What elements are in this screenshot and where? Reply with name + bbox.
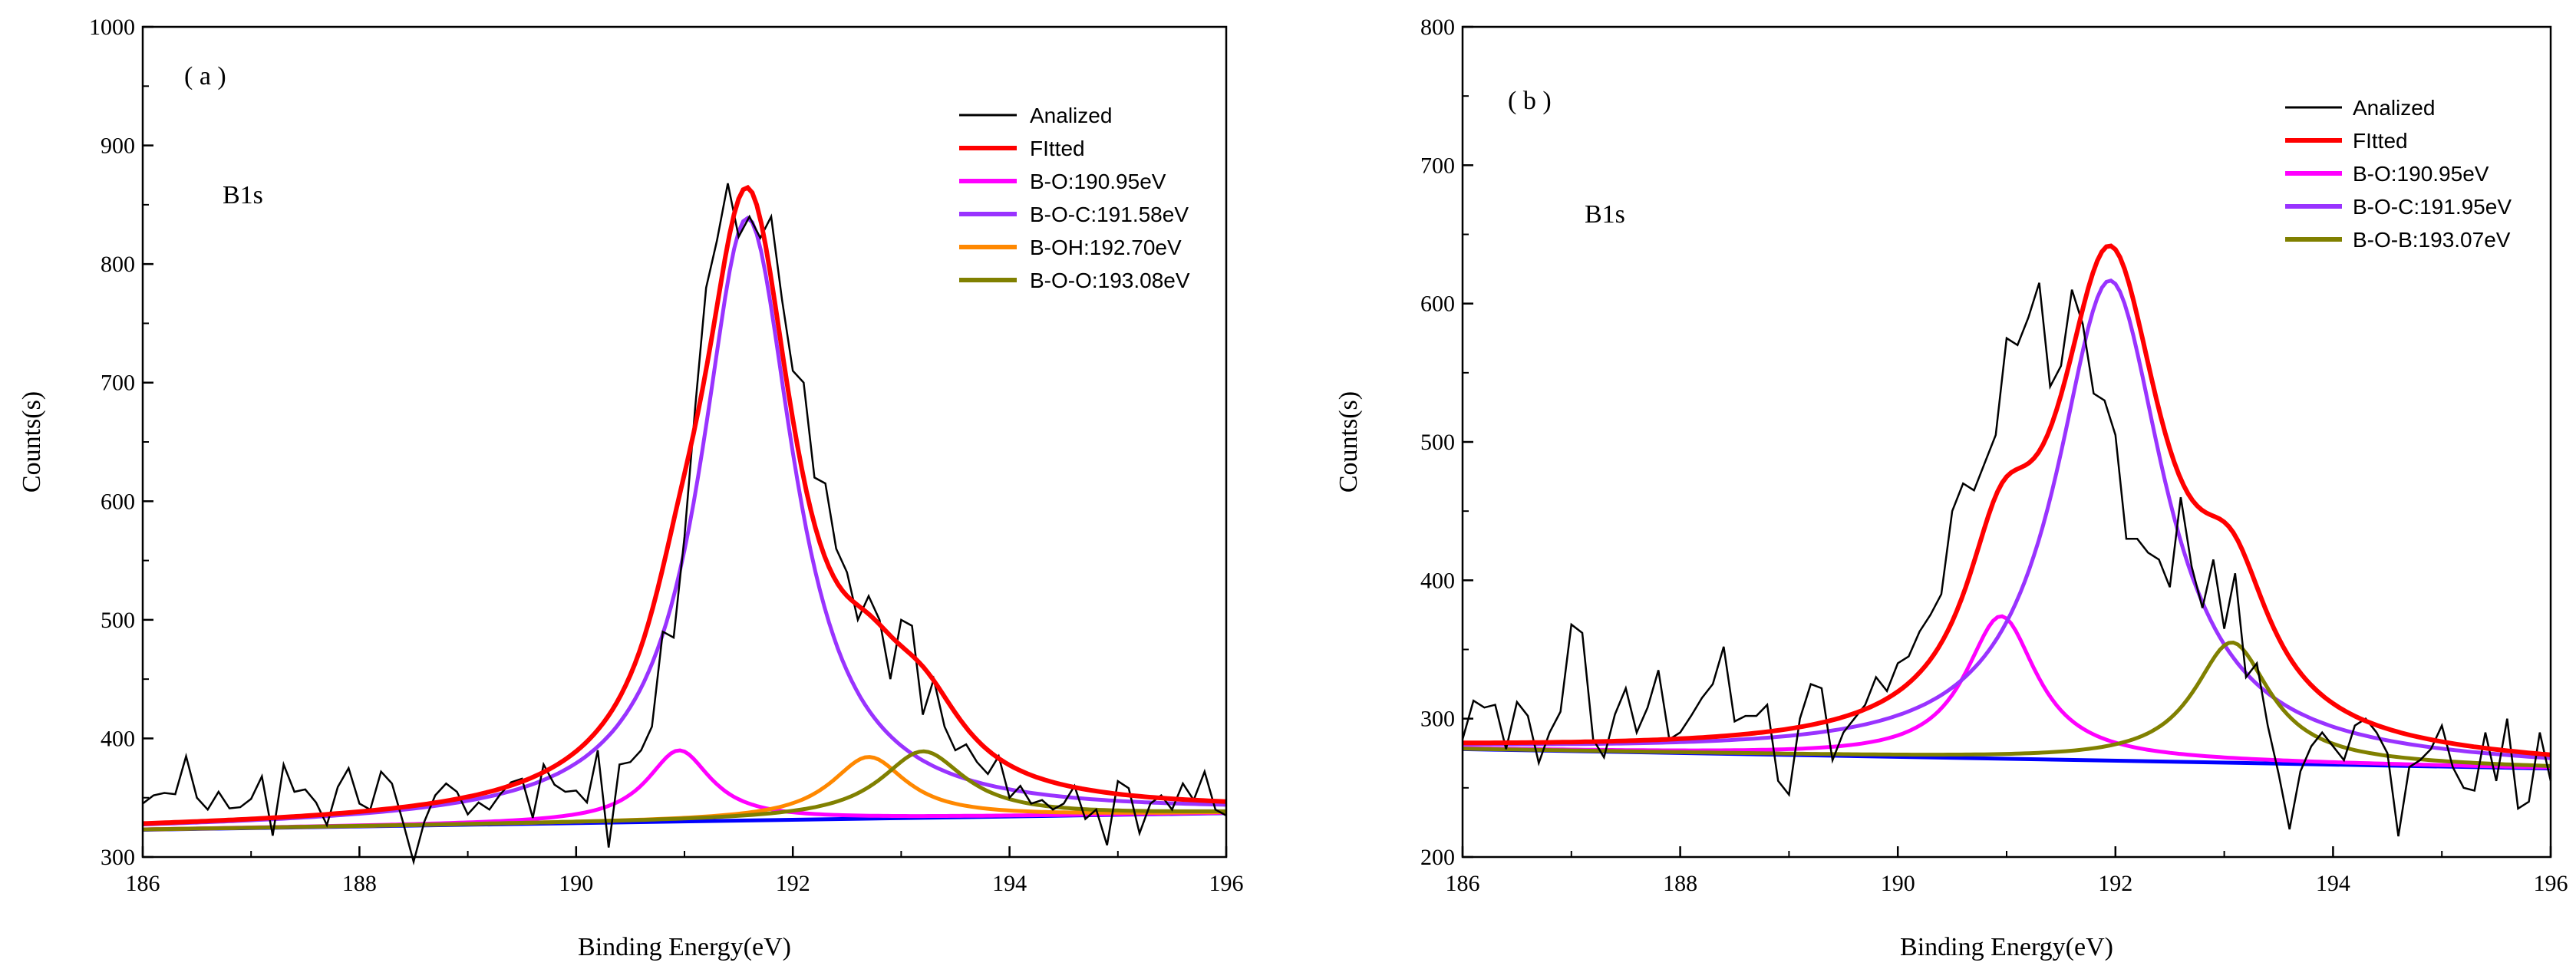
panel-b-y-tick-label: 400 xyxy=(1420,568,1455,593)
panel-a-ticks-group: 186 188 190 192 194 196 300 400 500 600 700 800 900 1… xyxy=(89,15,1244,896)
panel-b-peak-line-3 xyxy=(1462,640,2551,768)
panel-b-annotation: B1s xyxy=(1585,200,1625,229)
panel-b-fit-group xyxy=(1463,243,2551,757)
panel-b-legend-label-b-o-c: B-O-C:191.95eV xyxy=(2353,195,2512,219)
panel-b-y-tick-label: 600 xyxy=(1420,292,1455,317)
panel-a-y-tick-label: 400 xyxy=(101,726,135,751)
panel-a-legend-label-b-o: B-O:190.95eV xyxy=(1030,170,1166,193)
panel-b-y-tick-label: 500 xyxy=(1420,430,1455,455)
panel-b-x-tick-label: 192 xyxy=(2098,871,2132,896)
panel-a-annotation: B1s xyxy=(223,181,263,209)
panel-a-y-axis-title: Counts(s) xyxy=(18,391,46,493)
panel-b-legend-label-b-o-b: B-O-B:193.07eV xyxy=(2353,228,2511,252)
panel-a-x-tick-label: 188 xyxy=(342,871,377,896)
panel-a-y-tick-label: 1000 xyxy=(89,15,135,40)
panel-a-y-tick-label: 600 xyxy=(101,489,135,514)
panel-a-legend-label-b-o-o: B-O-O:193.08eV xyxy=(1030,269,1190,292)
panel-a-x-tick-label: 190 xyxy=(559,871,593,896)
panel-b-legend-label-analized: Analized xyxy=(2353,96,2435,120)
panel-a-peak-line-2 xyxy=(142,215,1227,827)
panel-b-legend: Analized FItted B-O:190.95eV B-O-C:191.9… xyxy=(2285,96,2512,252)
panel-b-chart: 186 188 190 192 194 196200300400500600700800 … xyxy=(1334,15,2568,961)
panel-b-y-axis-title: Counts(s) xyxy=(1334,391,1363,493)
panel-b-legend-label-fitted: FItted xyxy=(2353,129,2408,153)
panel-a-y-tick-label: 700 xyxy=(101,371,135,396)
panel-b-y-tick-label: 300 xyxy=(1420,707,1455,732)
panel-b-y-tick-label: 800 xyxy=(1420,15,1455,40)
panel-a-y-tick-label: 800 xyxy=(101,252,135,277)
panel-a-legend: Analized FItted B-O:190.95eV B-O-C:191.5… xyxy=(959,104,1190,292)
panel-b-y-tick-label: 700 xyxy=(1420,153,1455,178)
panel-a-legend-label-analized: Analized xyxy=(1030,104,1112,127)
panel-b-peaks-group xyxy=(1462,278,2551,770)
panel-a-legend-label-b-oh: B-OH:192.70eV xyxy=(1030,236,1182,259)
panel-b-x-axis-title: Binding Energy(eV) xyxy=(1900,933,2113,961)
panel-a-x-tick-label: 186 xyxy=(126,871,160,896)
panel-a-fitted-line xyxy=(142,184,1227,826)
panel-b-x-tick-label: 190 xyxy=(1881,871,1915,896)
panel-b-ticks-group: 186 188 190 192 194 196 200 300 400 500 600 700 800 xyxy=(1420,15,2568,896)
panel-b-x-tick-label: 196 xyxy=(2534,871,2568,896)
panel-a-legend-label-fitted: FItted xyxy=(1030,137,1085,160)
panel-b-x-tick-label: 186 xyxy=(1446,871,1480,896)
panel-a-x-tick-label: 196 xyxy=(1209,871,1244,896)
panel-b-x-tick-label: 194 xyxy=(2316,871,2350,896)
panel-a-legend-label-b-o-c: B-O-C:191.58eV xyxy=(1030,203,1189,226)
panel-a-y-tick-label: 500 xyxy=(101,608,135,633)
panel-a-x-tick-label: 192 xyxy=(776,871,810,896)
panel-a-y-tick-label: 900 xyxy=(101,134,135,159)
panel-b-fitted-line xyxy=(1463,243,2551,757)
panel-a-peaks-group xyxy=(142,215,1227,832)
panel-b-legend-label-b-o: B-O:190.95eV xyxy=(2353,162,2489,186)
panel-a-x-axis-title: Binding Energy(eV) xyxy=(578,933,791,961)
panel-b-peak-line-2 xyxy=(1462,278,2551,760)
panel-a-y-tick-label: 300 xyxy=(101,845,135,870)
panel-a-label: ( a ) xyxy=(184,62,226,91)
panel-a-raw-group xyxy=(142,183,1227,866)
panel-b-label: ( b ) xyxy=(1508,87,1552,115)
panel-a-chart: 186 188 190 192 194 196 300 400 500 600 700 800 900 1… xyxy=(18,15,1244,961)
panel-a-analized-line xyxy=(142,183,1227,866)
panel-a-x-tick-label: 194 xyxy=(992,871,1027,896)
panel-a-fit-group xyxy=(142,184,1227,826)
panel-a-peak-line-4 xyxy=(142,749,1226,832)
panel-b-x-tick-label: 188 xyxy=(1663,871,1697,896)
panel-b-y-tick-label: 200 xyxy=(1420,845,1455,870)
